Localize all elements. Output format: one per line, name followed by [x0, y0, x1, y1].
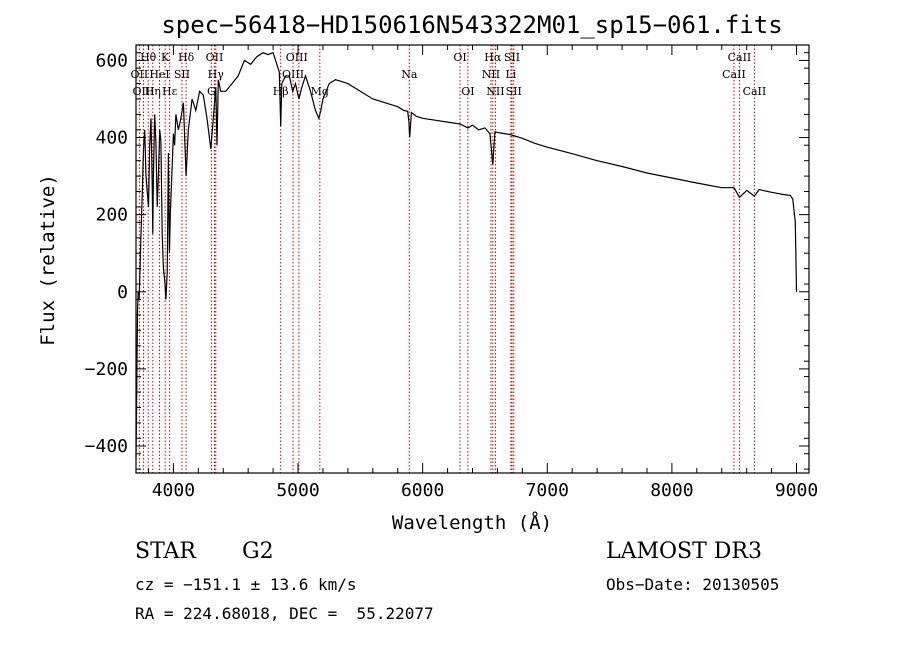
y-tick-label: 600 [95, 50, 128, 71]
line-label: OIII [286, 51, 308, 64]
line-label: CaII [728, 51, 752, 64]
line-label: OIII [132, 85, 154, 98]
redshift-info: cz = −151.1 ± 13.6 km/s [135, 575, 357, 594]
line-label: Hβ [273, 85, 289, 98]
line-label: G [207, 85, 216, 98]
y-tick-label: −200 [85, 359, 128, 380]
line-label: SII [504, 51, 520, 64]
axis-ticks [136, 45, 809, 473]
line-label: CaII [722, 68, 746, 81]
line-label: Hγ [208, 68, 225, 81]
line-label: OIII [282, 68, 304, 81]
x-tick-label: 8000 [650, 480, 693, 501]
x-tick-label: 4000 [152, 480, 195, 501]
obs-date: Obs−Date: 20130505 [606, 575, 780, 594]
line-label: Hδ [178, 51, 195, 64]
x-tick-label: 6000 [401, 480, 444, 501]
y-tick-label: 0 [117, 282, 128, 303]
line-label: OI [461, 85, 474, 98]
spectrum-line [135, 51, 798, 458]
y-axis-label: Flux (relative) [37, 174, 59, 346]
x-tick-label: 7000 [526, 480, 569, 501]
object-subclass: G2 [242, 539, 274, 564]
spectrum-chart: spec−56418−HD150616N543322M01_sp15−061.f… [37, 11, 819, 534]
x-axis-label: Wavelength (Å) [392, 511, 552, 534]
line-label: OI [453, 51, 466, 64]
object-class: STAR [135, 539, 196, 564]
line-label: Hη [145, 85, 161, 98]
line-label: Na [401, 68, 418, 81]
line-label: SII [174, 68, 190, 81]
chart-title: spec−56418−HD150616N543322M01_sp15−061.f… [161, 11, 782, 39]
line-label: Hα [484, 51, 502, 64]
coordinates: RA = 224.68018, DEC = 55.22077 [135, 604, 434, 623]
line-label: HeI [149, 68, 169, 81]
line-label: K [161, 51, 170, 64]
x-tick-label: 9000 [775, 480, 818, 501]
line-markers [138, 45, 755, 473]
survey-name: LAMOST DR3 [606, 539, 762, 564]
line-label: CaII [743, 85, 767, 98]
line-label: Li [505, 68, 516, 81]
line-label: SII [506, 85, 522, 98]
line-label: OII [206, 51, 224, 64]
y-tick-label: 400 [95, 128, 128, 149]
plot-frame [135, 44, 810, 474]
line-label: Hε [162, 85, 178, 98]
x-tick-label: 5000 [276, 480, 319, 501]
axis-tick-labels: 4000 5000 6000 7000 8000 9000 −400 −200 0 200 400 6… [85, 50, 819, 501]
line-label: NII [486, 85, 504, 98]
line-label: Hθ [140, 51, 157, 64]
line-label: NII [482, 68, 500, 81]
line-label: OII [131, 68, 149, 81]
y-tick-label: −400 [85, 436, 128, 457]
y-tick-label: 200 [95, 205, 128, 226]
